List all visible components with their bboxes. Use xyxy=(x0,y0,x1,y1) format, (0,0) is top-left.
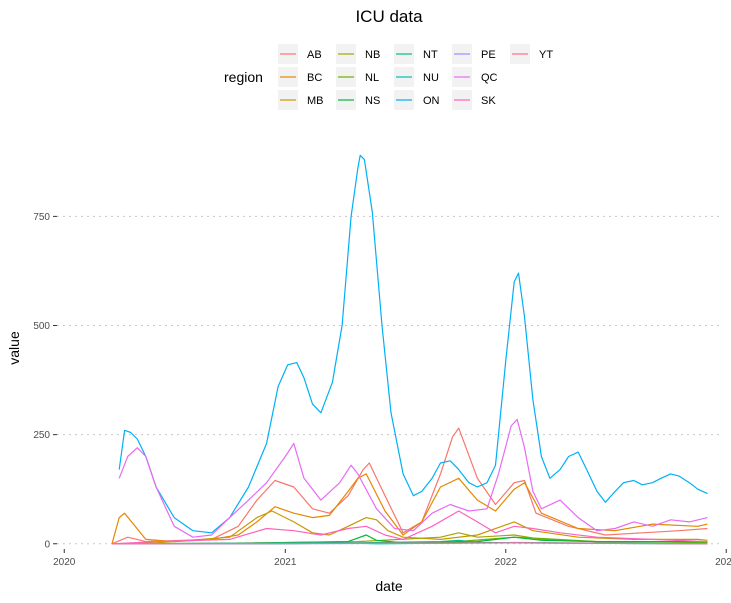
y-tick-label: 250 xyxy=(33,430,50,441)
series-line-ab xyxy=(111,427,708,545)
series-line-bc xyxy=(111,473,708,544)
y-tick-label: 750 xyxy=(33,212,50,223)
y-axis: 0 250 500 750 xyxy=(33,212,57,550)
legend-label: ON xyxy=(423,95,440,107)
legend-label: NL xyxy=(365,72,379,84)
series-line-yt xyxy=(111,542,708,545)
x-tick-label: 2023 xyxy=(715,557,731,568)
series-line-mb xyxy=(111,510,708,545)
y-tick-label: 0 xyxy=(44,539,50,550)
series-line-sk xyxy=(111,510,708,545)
series-lines xyxy=(111,154,708,545)
legend-label: SK xyxy=(481,95,496,107)
legend-label: PE xyxy=(481,49,496,61)
legend-label: NB xyxy=(365,49,380,61)
legend-label: NT xyxy=(423,49,438,61)
y-tick-label: 500 xyxy=(33,321,50,332)
legend-label: MB xyxy=(307,95,324,107)
legend-label: BC xyxy=(307,72,322,84)
series-line-qc xyxy=(118,418,708,538)
chart-title: ICU data xyxy=(355,7,423,26)
series-line-on xyxy=(118,154,708,534)
x-axis: 2020 2021 2022 2023 xyxy=(53,549,731,568)
x-tick-label: 2022 xyxy=(495,557,518,568)
y-axis-title: value xyxy=(6,331,22,365)
x-axis-title: date xyxy=(375,578,402,594)
legend-label: QC xyxy=(481,72,498,84)
x-tick-label: 2021 xyxy=(274,557,297,568)
y-gridlines xyxy=(57,215,722,545)
legend-label: NU xyxy=(423,72,439,84)
x-tick-label: 2020 xyxy=(53,557,76,568)
legend-label: AB xyxy=(307,49,322,61)
legend-title: region xyxy=(224,69,263,85)
legend: region AB BC MB NB NL NS NT NU ON PE QC SK YT xyxy=(224,44,553,110)
legend-label: NS xyxy=(365,95,380,107)
legend-label: YT xyxy=(539,49,553,61)
